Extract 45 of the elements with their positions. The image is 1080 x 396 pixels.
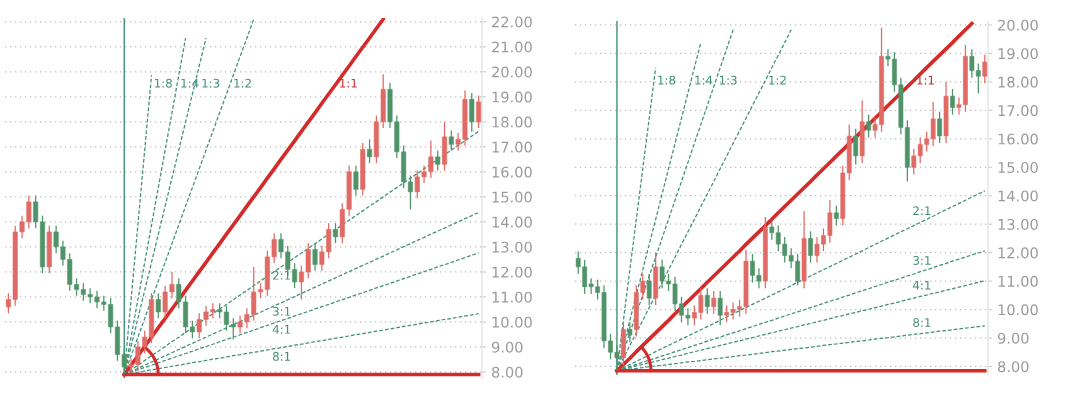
series-label: 1:2: [769, 75, 786, 85]
y-tick-label: 18.00: [492, 116, 532, 128]
y-tick-label: 9.00: [997, 332, 1029, 344]
y-tick-label: 10.00: [492, 316, 532, 328]
y-tick-label: 13.00: [998, 218, 1038, 230]
series-label: 1:1: [340, 78, 357, 88]
y-tick-label: 17.00: [998, 105, 1038, 117]
series-label: 3:1: [913, 256, 931, 265]
series-label: 8:1: [913, 318, 931, 327]
y-tick-label: 19.00: [492, 91, 532, 103]
y-tick-label: 16.00: [492, 166, 532, 178]
y-tick-label: 15.00: [998, 161, 1038, 174]
series-label: 1:3: [202, 78, 220, 88]
series-label: 8:1: [272, 351, 291, 361]
y-tick-label: 9.00: [491, 341, 523, 353]
y-tick-label: 11.00: [492, 291, 532, 303]
series-label: 2:1: [913, 206, 931, 215]
y-tick-label: 12.00: [492, 266, 532, 278]
series-label: 1:3: [719, 75, 737, 85]
y-tick-label: 19.00: [998, 48, 1038, 60]
y-tick-label: 17.00: [492, 141, 532, 153]
y-tick-label: 14.00: [492, 216, 532, 228]
series-label: 3:1: [273, 306, 291, 316]
y-tick-label: 15.00: [492, 191, 532, 203]
series-label: 4:1: [272, 325, 291, 334]
y-tick-label: 18.00: [998, 76, 1038, 88]
series-label: 4:1: [913, 280, 931, 290]
y-tick-label: 10.00: [998, 304, 1038, 316]
series-label: 1:4: [181, 78, 199, 88]
y-tick-label: 13.00: [492, 241, 532, 253]
series-label: 1:2: [234, 78, 251, 88]
y-tick-label: 20.00: [492, 66, 532, 78]
y-tick-label: 12.00: [998, 247, 1038, 259]
series-label: 1:8: [658, 75, 676, 85]
y-tick-label: 14.00: [998, 190, 1038, 202]
series-label: 2:1: [273, 270, 291, 280]
y-tick-label: 16.00: [998, 133, 1038, 145]
series-label: 1:4: [695, 75, 713, 85]
y-tick-label: 21.00: [492, 41, 532, 53]
y-tick-label: 22.00: [492, 16, 532, 28]
series-label: 1:8: [154, 78, 172, 88]
y-tick-label: 11.00: [998, 275, 1038, 287]
y-tick-label: 8.00: [998, 361, 1029, 373]
y-tick-label: 8.00: [492, 366, 523, 378]
y-tick-label: 20.00: [998, 19, 1038, 31]
